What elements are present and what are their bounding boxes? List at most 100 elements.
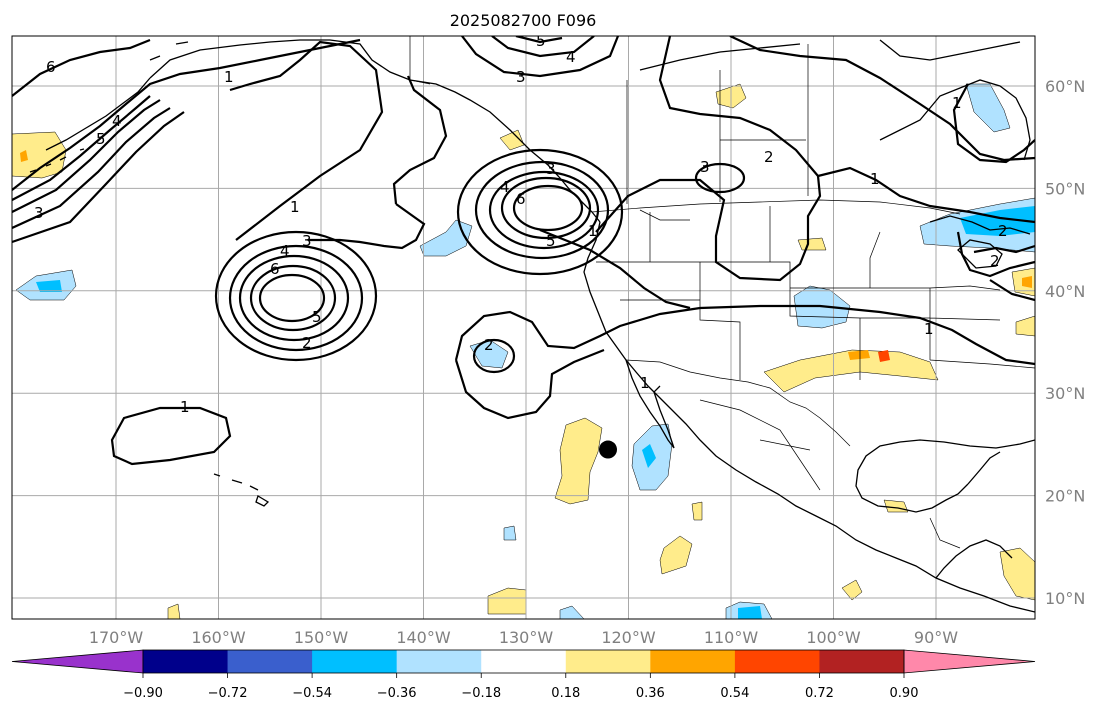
colorbar-segment xyxy=(312,650,398,673)
latitude-label: 20°N xyxy=(1045,487,1085,506)
canada-provinces xyxy=(626,44,809,221)
contour-label: 3 xyxy=(546,160,556,178)
contour-label: 2 xyxy=(998,222,1008,240)
colorbar-tick-label: 0.54 xyxy=(720,686,749,701)
contour-label: 5 xyxy=(546,232,556,250)
colorbar-segment xyxy=(565,650,651,673)
contour-label: 3 xyxy=(516,68,526,86)
negative-anomaly-core xyxy=(960,206,1035,236)
gulf-coast xyxy=(855,439,1035,513)
contour-label: 1 xyxy=(952,94,962,112)
longitude-label: 150°W xyxy=(294,628,349,647)
contour-line xyxy=(12,99,161,213)
contour-line xyxy=(989,279,1035,302)
latitude-label: 50°N xyxy=(1045,179,1085,198)
negative-anomaly-patch xyxy=(559,605,585,619)
contour-label: 6 xyxy=(516,190,526,208)
colorbar-tick-label: 0.90 xyxy=(890,686,919,701)
contour-label: 4 xyxy=(500,178,510,196)
contour-line xyxy=(454,304,1035,366)
central-america xyxy=(935,451,1013,579)
positive-anomaly-patch xyxy=(797,237,827,251)
longitude-labels: 170°W 160°W 150°W 140°W 130°W 120°W 110°W 100°W… xyxy=(89,628,958,647)
negative-anomaly-patch xyxy=(503,525,517,541)
colorbar-tick-label: 0.18 xyxy=(551,686,580,701)
contour-line xyxy=(956,231,1035,278)
aleutian-islands xyxy=(29,41,189,173)
longitude-label: 130°W xyxy=(499,628,554,647)
great-lakes xyxy=(929,215,1031,269)
us-mexico-border xyxy=(625,359,851,447)
contour-line xyxy=(12,38,151,97)
colorbar-extend-high xyxy=(903,649,1036,674)
high-center-ring xyxy=(474,160,610,260)
contour-label: 6 xyxy=(46,58,56,76)
storm-center-marker xyxy=(599,440,617,459)
low-center-ring xyxy=(214,230,378,362)
contour-line xyxy=(12,107,171,229)
negative-anomaly-core xyxy=(642,444,656,468)
high-center-ring xyxy=(512,184,584,232)
positive-anomaly-core xyxy=(20,150,28,162)
contour-label: 2 xyxy=(990,252,1000,270)
contour-line xyxy=(515,36,563,44)
lat-lon-grid xyxy=(12,36,1035,619)
colorbar-frame xyxy=(142,649,905,674)
colorbar-tick-label: −0.54 xyxy=(292,686,332,701)
colorbar-tick-label: −0.90 xyxy=(123,686,163,701)
contour-label: 1 xyxy=(640,374,650,392)
contour-label: 5 xyxy=(96,130,106,148)
longitude-label: 120°W xyxy=(601,628,656,647)
negative-anomaly-core xyxy=(738,606,762,619)
contour-label: 2 xyxy=(484,336,494,354)
contour-line xyxy=(12,38,361,191)
hudson-bay xyxy=(879,79,1031,161)
contour-label: 4 xyxy=(280,242,290,260)
positive-anomaly-patch xyxy=(659,535,693,575)
colorbar-segment xyxy=(396,650,482,673)
positive-anomaly-patch xyxy=(841,579,863,601)
contour-label: 3 xyxy=(34,204,44,222)
contour-line xyxy=(694,162,746,194)
contour-label: 4 xyxy=(112,112,122,130)
us-state-lines xyxy=(596,206,1035,380)
aleutian-chain xyxy=(45,77,151,151)
positive-anomaly-core xyxy=(878,350,890,362)
contour-label: 5 xyxy=(536,32,546,50)
colorbar-segment xyxy=(650,650,736,673)
longitude-label: 100°W xyxy=(806,628,861,647)
latitude-label: 30°N xyxy=(1045,384,1085,403)
contour-line xyxy=(817,166,1035,224)
contour-label: 1 xyxy=(870,170,880,188)
contour-line xyxy=(110,406,232,466)
contour-line xyxy=(454,348,605,420)
mexico-states xyxy=(699,399,961,549)
contour-label: 6 xyxy=(270,260,280,278)
contour-line xyxy=(595,36,822,282)
low-center-ring xyxy=(228,244,364,352)
contour-line xyxy=(229,40,384,241)
contour-label: 2 xyxy=(302,334,312,352)
positive-anomaly-patch xyxy=(1015,315,1035,337)
hawaii xyxy=(213,473,270,507)
colorbar: −0.90 −0.72 −0.54 −0.36 −0.18 0.18 0.36 0.54 0.7… xyxy=(11,649,1036,701)
height-contours xyxy=(12,36,1035,466)
colorbar-tick-label: −0.36 xyxy=(377,686,417,701)
contour-line xyxy=(12,95,151,201)
map-area: 6 1 5 4 3 1 5 4 3 3 2 1 1 5 6 4 3 1 2 3 … xyxy=(12,32,1035,619)
contour-line xyxy=(308,75,448,250)
contour-label: 1 xyxy=(924,320,934,338)
latitude-label: 60°N xyxy=(1045,77,1085,96)
colorbar-segment xyxy=(143,650,229,673)
map-title: 2025082700 F096 xyxy=(450,11,597,30)
positive-anomaly-patch xyxy=(554,417,603,505)
alaska-coast xyxy=(149,39,601,223)
longitude-label: 110°W xyxy=(704,628,759,647)
contour-line xyxy=(12,111,185,244)
contour-line xyxy=(973,244,1035,254)
negative-anomaly-patch xyxy=(965,83,1011,133)
contour-label: 1 xyxy=(588,222,598,240)
us-canada-border xyxy=(591,199,961,215)
colorbar-segment xyxy=(481,650,567,673)
